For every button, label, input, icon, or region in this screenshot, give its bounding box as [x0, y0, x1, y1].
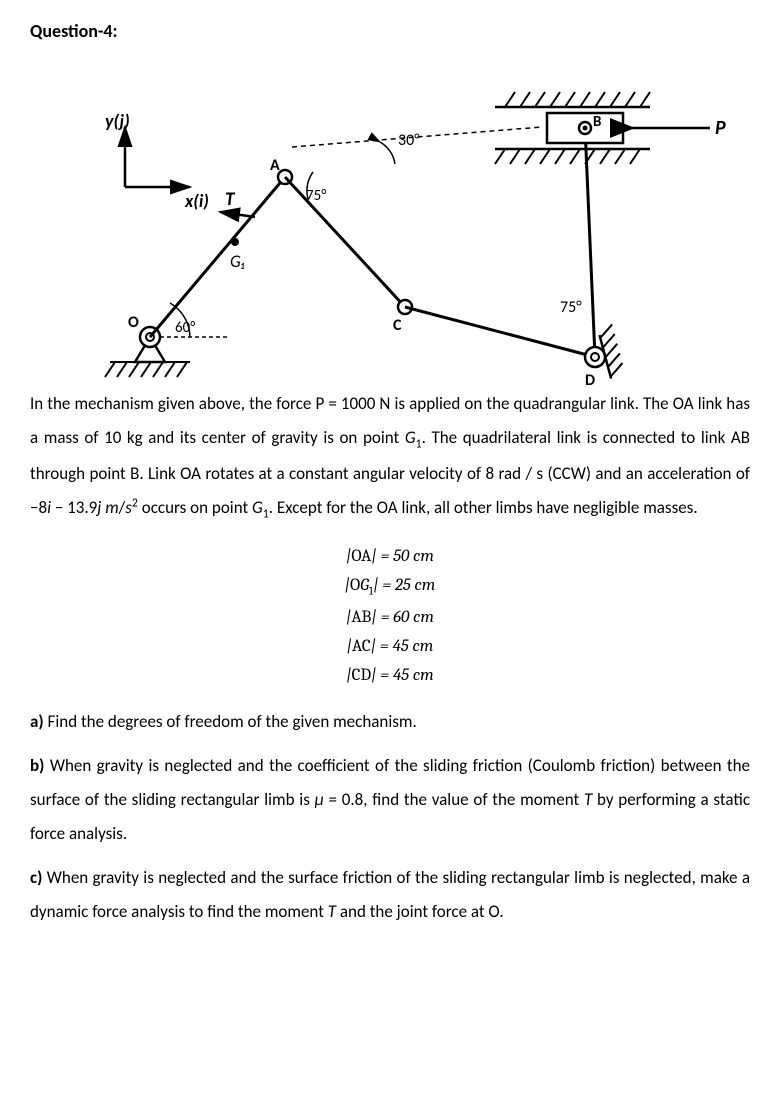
- part-a: a) Find the degrees of freedom of the gi…: [30, 705, 750, 739]
- eq-AB: |AB| = 60 cm: [30, 608, 750, 627]
- label-P: P: [715, 116, 726, 140]
- part-b: b) When gravity is neglected and the coe…: [30, 749, 750, 851]
- eq-OA: |OA| = 50 cm: [30, 547, 750, 566]
- label-30: 30°: [398, 131, 420, 150]
- question-title: Question-4:: [30, 20, 750, 42]
- part-c: c) When gravity is neglected and the sur…: [30, 861, 750, 929]
- eq-AC: |AC| = 45 cm: [30, 637, 750, 656]
- label-xi: x(i): [184, 190, 209, 212]
- label-T: T: [225, 188, 236, 211]
- part-a-label: a): [30, 711, 44, 732]
- mechanism-diagram: y(j) x(i) O 60° G₁ T A: [30, 57, 750, 387]
- coord-axes: [125, 127, 190, 187]
- part-b-label: b): [30, 755, 44, 776]
- label-yj: y(j): [105, 110, 130, 132]
- label-75D: 75°: [560, 298, 582, 317]
- dimensions-list: |OA| = 50 cm |OG1| = 25 cm |AB| = 60 cm …: [30, 547, 750, 684]
- eq-OG1: |OG1| = 25 cm: [30, 576, 750, 597]
- ground-O: [105, 362, 190, 377]
- label-G1: G₁: [230, 251, 245, 272]
- label-D: D: [585, 371, 595, 387]
- label-B: B: [593, 113, 601, 131]
- label-C: C: [393, 316, 402, 335]
- eq-CD: |CD| = 45 cm: [30, 666, 750, 685]
- label-O: O: [128, 313, 139, 332]
- part-c-label: c): [30, 867, 42, 888]
- problem-statement: In the mechanism given above, the force …: [30, 387, 750, 527]
- part-a-text: Find the degrees of freedom of the given…: [44, 711, 417, 732]
- label-60: 60°: [175, 319, 195, 337]
- label-A: A: [270, 156, 280, 175]
